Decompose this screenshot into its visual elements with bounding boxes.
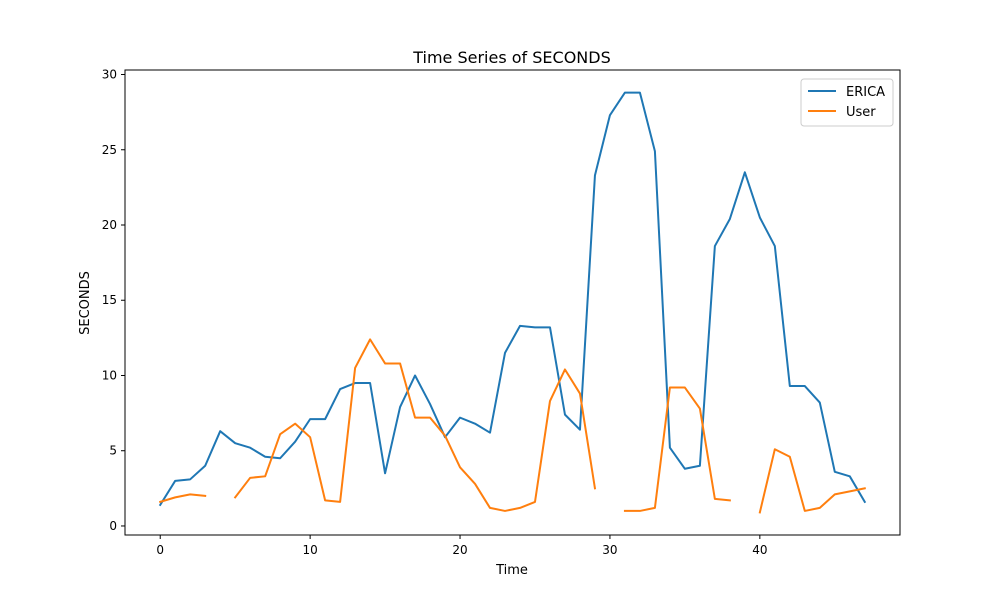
series-line-user <box>158 338 866 514</box>
y-axis-label: SECONDS <box>78 271 93 335</box>
y-axis-ticks: 0 5 10 15 20 25 30 <box>102 68 125 533</box>
legend: ERICA User <box>800 78 894 127</box>
legend-label-erica: ERICA <box>846 85 885 100</box>
plot-frame <box>124 69 901 536</box>
x-tick-label: 40 <box>752 543 767 557</box>
x-tick-label: 30 <box>602 543 617 557</box>
x-tick-label: 0 <box>156 543 164 557</box>
y-tick-label: 0 <box>109 519 117 533</box>
y-tick-label: 5 <box>109 444 117 458</box>
legend-label-user: User <box>846 105 876 120</box>
x-tick-label: 10 <box>302 543 317 557</box>
y-tick-label: 20 <box>102 218 117 232</box>
series-line-erica <box>158 91 867 507</box>
chart-title: Time Series of SECONDS <box>412 48 611 67</box>
y-tick-label: 15 <box>102 293 117 307</box>
y-tick-label: 25 <box>102 143 117 157</box>
series-layer <box>158 91 867 514</box>
y-tick-label: 10 <box>102 368 117 382</box>
x-axis-ticks: 0 10 20 30 40 <box>156 535 767 557</box>
x-axis-label: Time <box>495 563 528 578</box>
y-tick-label: 30 <box>102 68 117 82</box>
x-tick-label: 20 <box>452 543 467 557</box>
